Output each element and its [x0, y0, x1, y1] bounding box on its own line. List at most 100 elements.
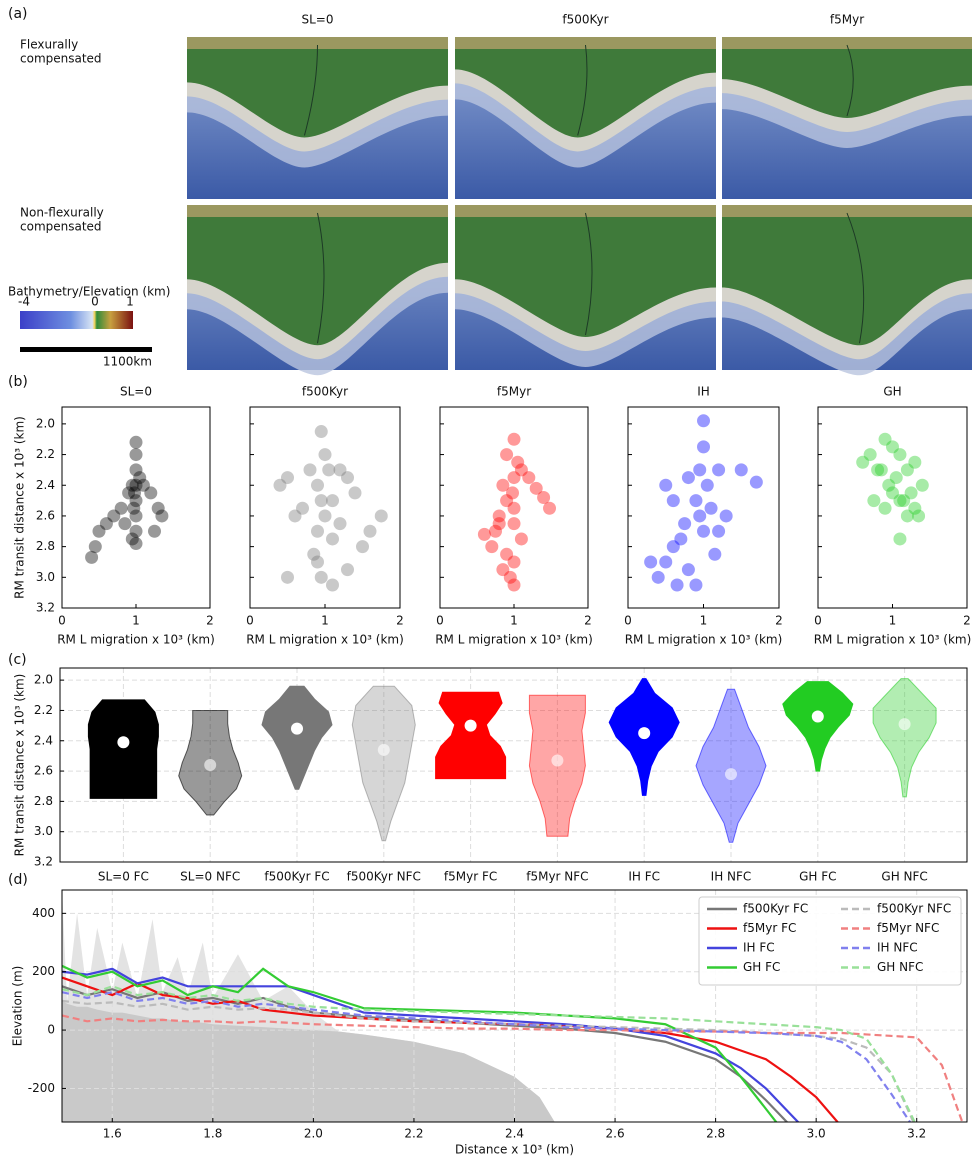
y-axis-label: RM transit distance x 10³ (km): [13, 416, 27, 599]
x-tick-label: 0: [436, 614, 444, 628]
colorbar-tick: 1: [126, 295, 134, 309]
violin: [695, 688, 767, 843]
profile-area: [62, 1000, 555, 1122]
point: [496, 478, 510, 492]
point: [118, 517, 132, 531]
point: [904, 486, 918, 500]
legend-label: f500Kyr NFC: [877, 902, 951, 916]
point: [129, 478, 143, 492]
row-label: compensated: [20, 52, 102, 66]
mean-dot: [291, 722, 303, 735]
land: [187, 205, 448, 346]
point: [689, 578, 703, 592]
point: [88, 540, 102, 554]
colorbar-tick: 0: [91, 295, 99, 309]
point: [507, 555, 521, 569]
point: [333, 463, 347, 477]
point: [326, 578, 339, 592]
point: [311, 478, 324, 492]
point: [522, 471, 536, 485]
point: [485, 540, 499, 554]
point: [507, 501, 521, 515]
point: [681, 563, 695, 577]
point: [348, 486, 362, 500]
point: [543, 501, 557, 515]
point: [326, 532, 339, 546]
series-line: [62, 985, 916, 1122]
subplot-title: f5Myr: [497, 385, 531, 399]
scale-label: 1100km: [103, 355, 152, 369]
point: [681, 471, 695, 485]
point: [503, 570, 517, 584]
row-label: compensated: [20, 220, 102, 234]
x-tick-label: 1.8: [203, 1127, 222, 1141]
point: [129, 524, 143, 538]
x-tick-label: 0: [624, 614, 632, 628]
x-tick-label: 1: [321, 614, 329, 628]
y-tick-label: 200: [32, 964, 55, 978]
x-tick-label: SL=0 FC: [98, 870, 149, 884]
plot-frame: [627, 406, 780, 609]
point: [133, 471, 147, 485]
point: [500, 547, 514, 561]
violin: [351, 685, 416, 842]
point: [314, 494, 328, 508]
colorbar-tick: -4: [18, 295, 30, 309]
panel-label: (b): [8, 374, 28, 390]
point: [122, 486, 136, 500]
mean-dot: [725, 768, 737, 781]
column-title: SL=0: [302, 13, 334, 27]
x-tick-label: 1: [510, 614, 518, 628]
point: [693, 463, 707, 477]
subplot-title: GH: [883, 385, 901, 399]
legend-label: f5Myr NFC: [877, 921, 939, 935]
x-tick-label: IH FC: [628, 870, 660, 884]
point: [128, 486, 142, 500]
x-axis-label: RM L migration x 10³ (km): [625, 633, 783, 647]
plot-frame: [61, 889, 968, 1123]
point: [311, 555, 324, 569]
point: [867, 494, 881, 508]
point: [719, 509, 733, 523]
point: [151, 501, 165, 515]
x-tick-label: 1.6: [103, 1127, 122, 1141]
x-axis-label: RM L migration x 10³ (km): [57, 633, 215, 647]
legend-label: IH FC: [743, 941, 775, 955]
column-title: f500Kyr: [562, 13, 608, 27]
river: [846, 44, 854, 117]
y-tick-label: 3.0: [36, 570, 55, 584]
point: [893, 494, 907, 508]
y-axis-label: Elevation (m): [11, 966, 25, 1047]
series-line: [62, 1014, 964, 1122]
point: [908, 455, 922, 469]
point: [693, 509, 707, 523]
mean-dot: [811, 710, 824, 723]
x-axis-label: RM L migration x 10³ (km): [435, 633, 593, 647]
plot-frame: [249, 406, 401, 609]
map: [187, 205, 448, 376]
river: [577, 44, 588, 136]
point: [85, 550, 99, 564]
x-tick-label: 2.4: [505, 1127, 524, 1141]
x-tick-label: f500Kyr NFC: [347, 870, 421, 884]
point: [492, 509, 506, 523]
subplot-title: SL=0: [120, 385, 152, 399]
point: [893, 448, 907, 462]
point: [314, 425, 328, 439]
point: [878, 501, 892, 515]
point: [99, 517, 113, 531]
point: [507, 517, 521, 531]
point: [129, 494, 143, 508]
point: [689, 494, 703, 508]
plot-frame: [439, 406, 589, 609]
point: [477, 527, 491, 541]
point: [700, 478, 714, 492]
point: [500, 494, 514, 508]
highland: [722, 37, 972, 49]
highland: [455, 37, 716, 49]
river: [846, 212, 865, 344]
point: [333, 517, 347, 531]
point: [659, 478, 673, 492]
row-label: Flexurally: [20, 38, 78, 52]
y-axis-label: RM transit distance x 10³ (km): [13, 674, 27, 857]
